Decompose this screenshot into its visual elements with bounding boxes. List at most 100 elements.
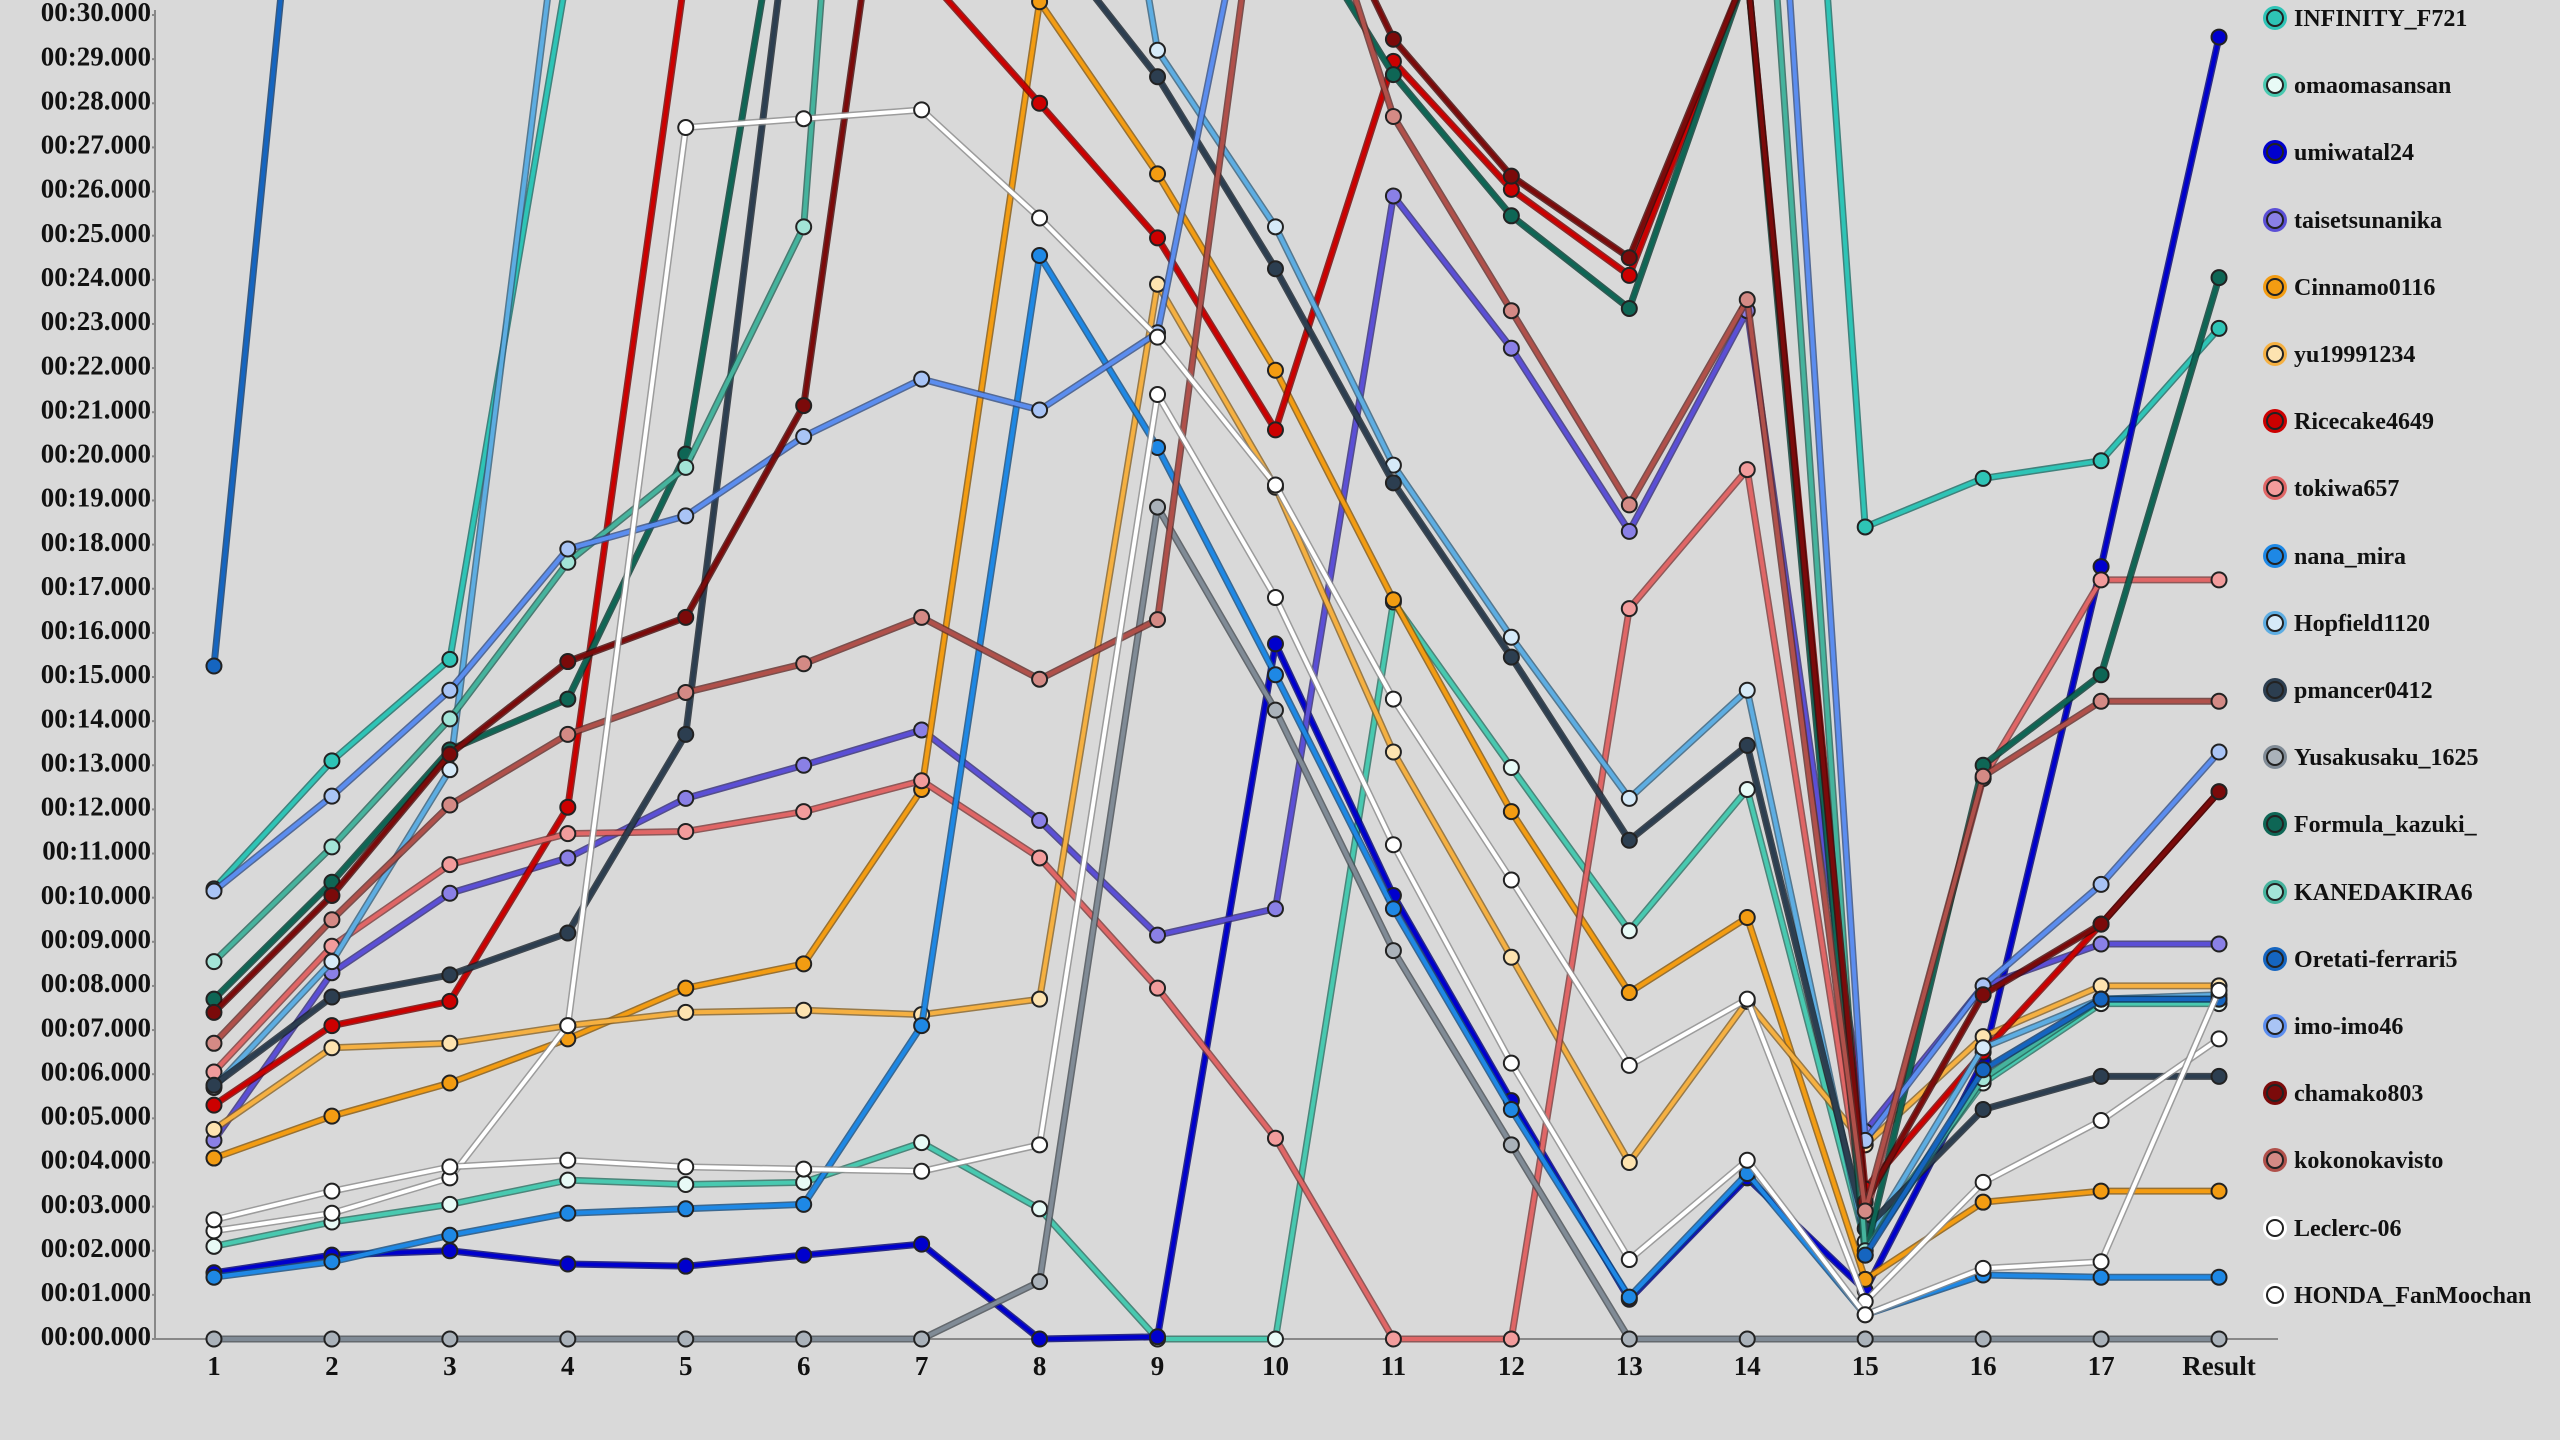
point [441,966,459,984]
legend-item: Leclerc-06 [2262,1214,2542,1244]
point [1149,611,1167,629]
point [1856,1202,1874,1220]
legend-label: Formula_kazuki_ [2294,812,2477,839]
y-tick-label: 00:03.000 [41,1189,151,1219]
y-tick-label: 00:24.000 [41,262,151,292]
point [441,1158,459,1176]
y-tick-label: 00:25.000 [41,218,151,248]
point [1620,600,1638,618]
legend-marker [2266,277,2284,296]
legend-item: taisetsunanika [2262,206,2542,236]
y-tick-label: 00:19.000 [41,483,151,513]
legend-item: nana_mira [2262,542,2542,572]
legend-label: taisetsunanika [2294,207,2443,234]
legend-item: Cinnamo0116 [2262,273,2542,303]
x-tick-label: 11 [1381,1351,1407,1381]
point [1974,1173,1992,1191]
point [2210,935,2228,953]
legend-label: umiwatal24 [2294,140,2414,167]
point [1031,247,1049,265]
point [1502,1136,1520,1154]
legend-marker [2266,9,2284,27]
y-tick-label: 00:09.000 [41,924,151,954]
point [1384,1330,1402,1348]
point [1738,990,1756,1008]
point [1266,218,1284,236]
point [913,1134,931,1152]
point [677,1003,695,1021]
point [1031,209,1049,227]
series-line [212,0,2221,1258]
legend-marker [2266,949,2284,968]
point [1974,1330,1992,1348]
series-line-outline [211,466,2220,1343]
legend-marker [2266,815,2284,834]
point [795,803,813,821]
point [677,789,695,807]
series-line [213,392,2221,1317]
point [205,1034,223,1052]
point [2210,783,2228,801]
point [677,1257,695,1275]
legend-marker [2266,143,2284,162]
point [2092,1268,2110,1286]
point [2092,452,2110,470]
legend-item: INFINITY_F721 [2262,4,2542,34]
point [1149,979,1167,997]
point [1031,94,1049,112]
series-line [212,0,2220,1214]
point [441,745,459,763]
legend-label: Oretati-ferrari5 [2294,946,2458,973]
y-tick-label: 00:27.000 [41,130,151,160]
point [441,1226,459,1244]
point [1620,266,1638,284]
point [1266,1330,1284,1348]
point [1384,836,1402,854]
point [1502,758,1520,776]
point [323,838,341,856]
legend-item: pmancer0412 [2262,676,2542,706]
point [677,979,695,997]
point [913,1330,931,1348]
point [1856,1306,1874,1324]
point [1502,628,1520,646]
point [795,110,813,128]
point [1502,1330,1520,1348]
point [1266,589,1284,607]
point [323,1039,341,1057]
x-tick-label: 6 [797,1351,811,1381]
point [1031,1200,1049,1218]
legend-marker [2266,546,2284,565]
legend-marker [2266,1218,2284,1237]
x-tick-label: 3 [443,1351,457,1381]
legend-label: tokiwa657 [2294,476,2400,503]
point [1620,1330,1638,1348]
point [677,458,695,476]
y-tick-label: 00:07.000 [41,1012,151,1042]
legend-item: HONDA_FanMoochan [2262,1281,2542,1311]
point [1384,187,1402,205]
legend-marker [2266,210,2284,229]
legend-marker [2266,1084,2284,1103]
point [2092,1182,2110,1200]
point [1149,229,1167,247]
point [205,1237,223,1255]
legend-item: umiwatal24 [2262,138,2542,168]
point [1149,498,1167,516]
point [1620,789,1638,807]
point [1266,900,1284,918]
point [1149,1328,1167,1346]
point [677,507,695,525]
legend-item: Formula_kazuki_ [2262,810,2542,840]
point [1266,635,1284,653]
point [2210,1330,2228,1348]
legend-label: nana_mira [2294,543,2407,570]
point [559,690,577,708]
point [1384,66,1402,84]
point [323,953,341,971]
point [1031,401,1049,419]
point [913,1162,931,1180]
point [323,1204,341,1222]
point [2210,743,2228,761]
